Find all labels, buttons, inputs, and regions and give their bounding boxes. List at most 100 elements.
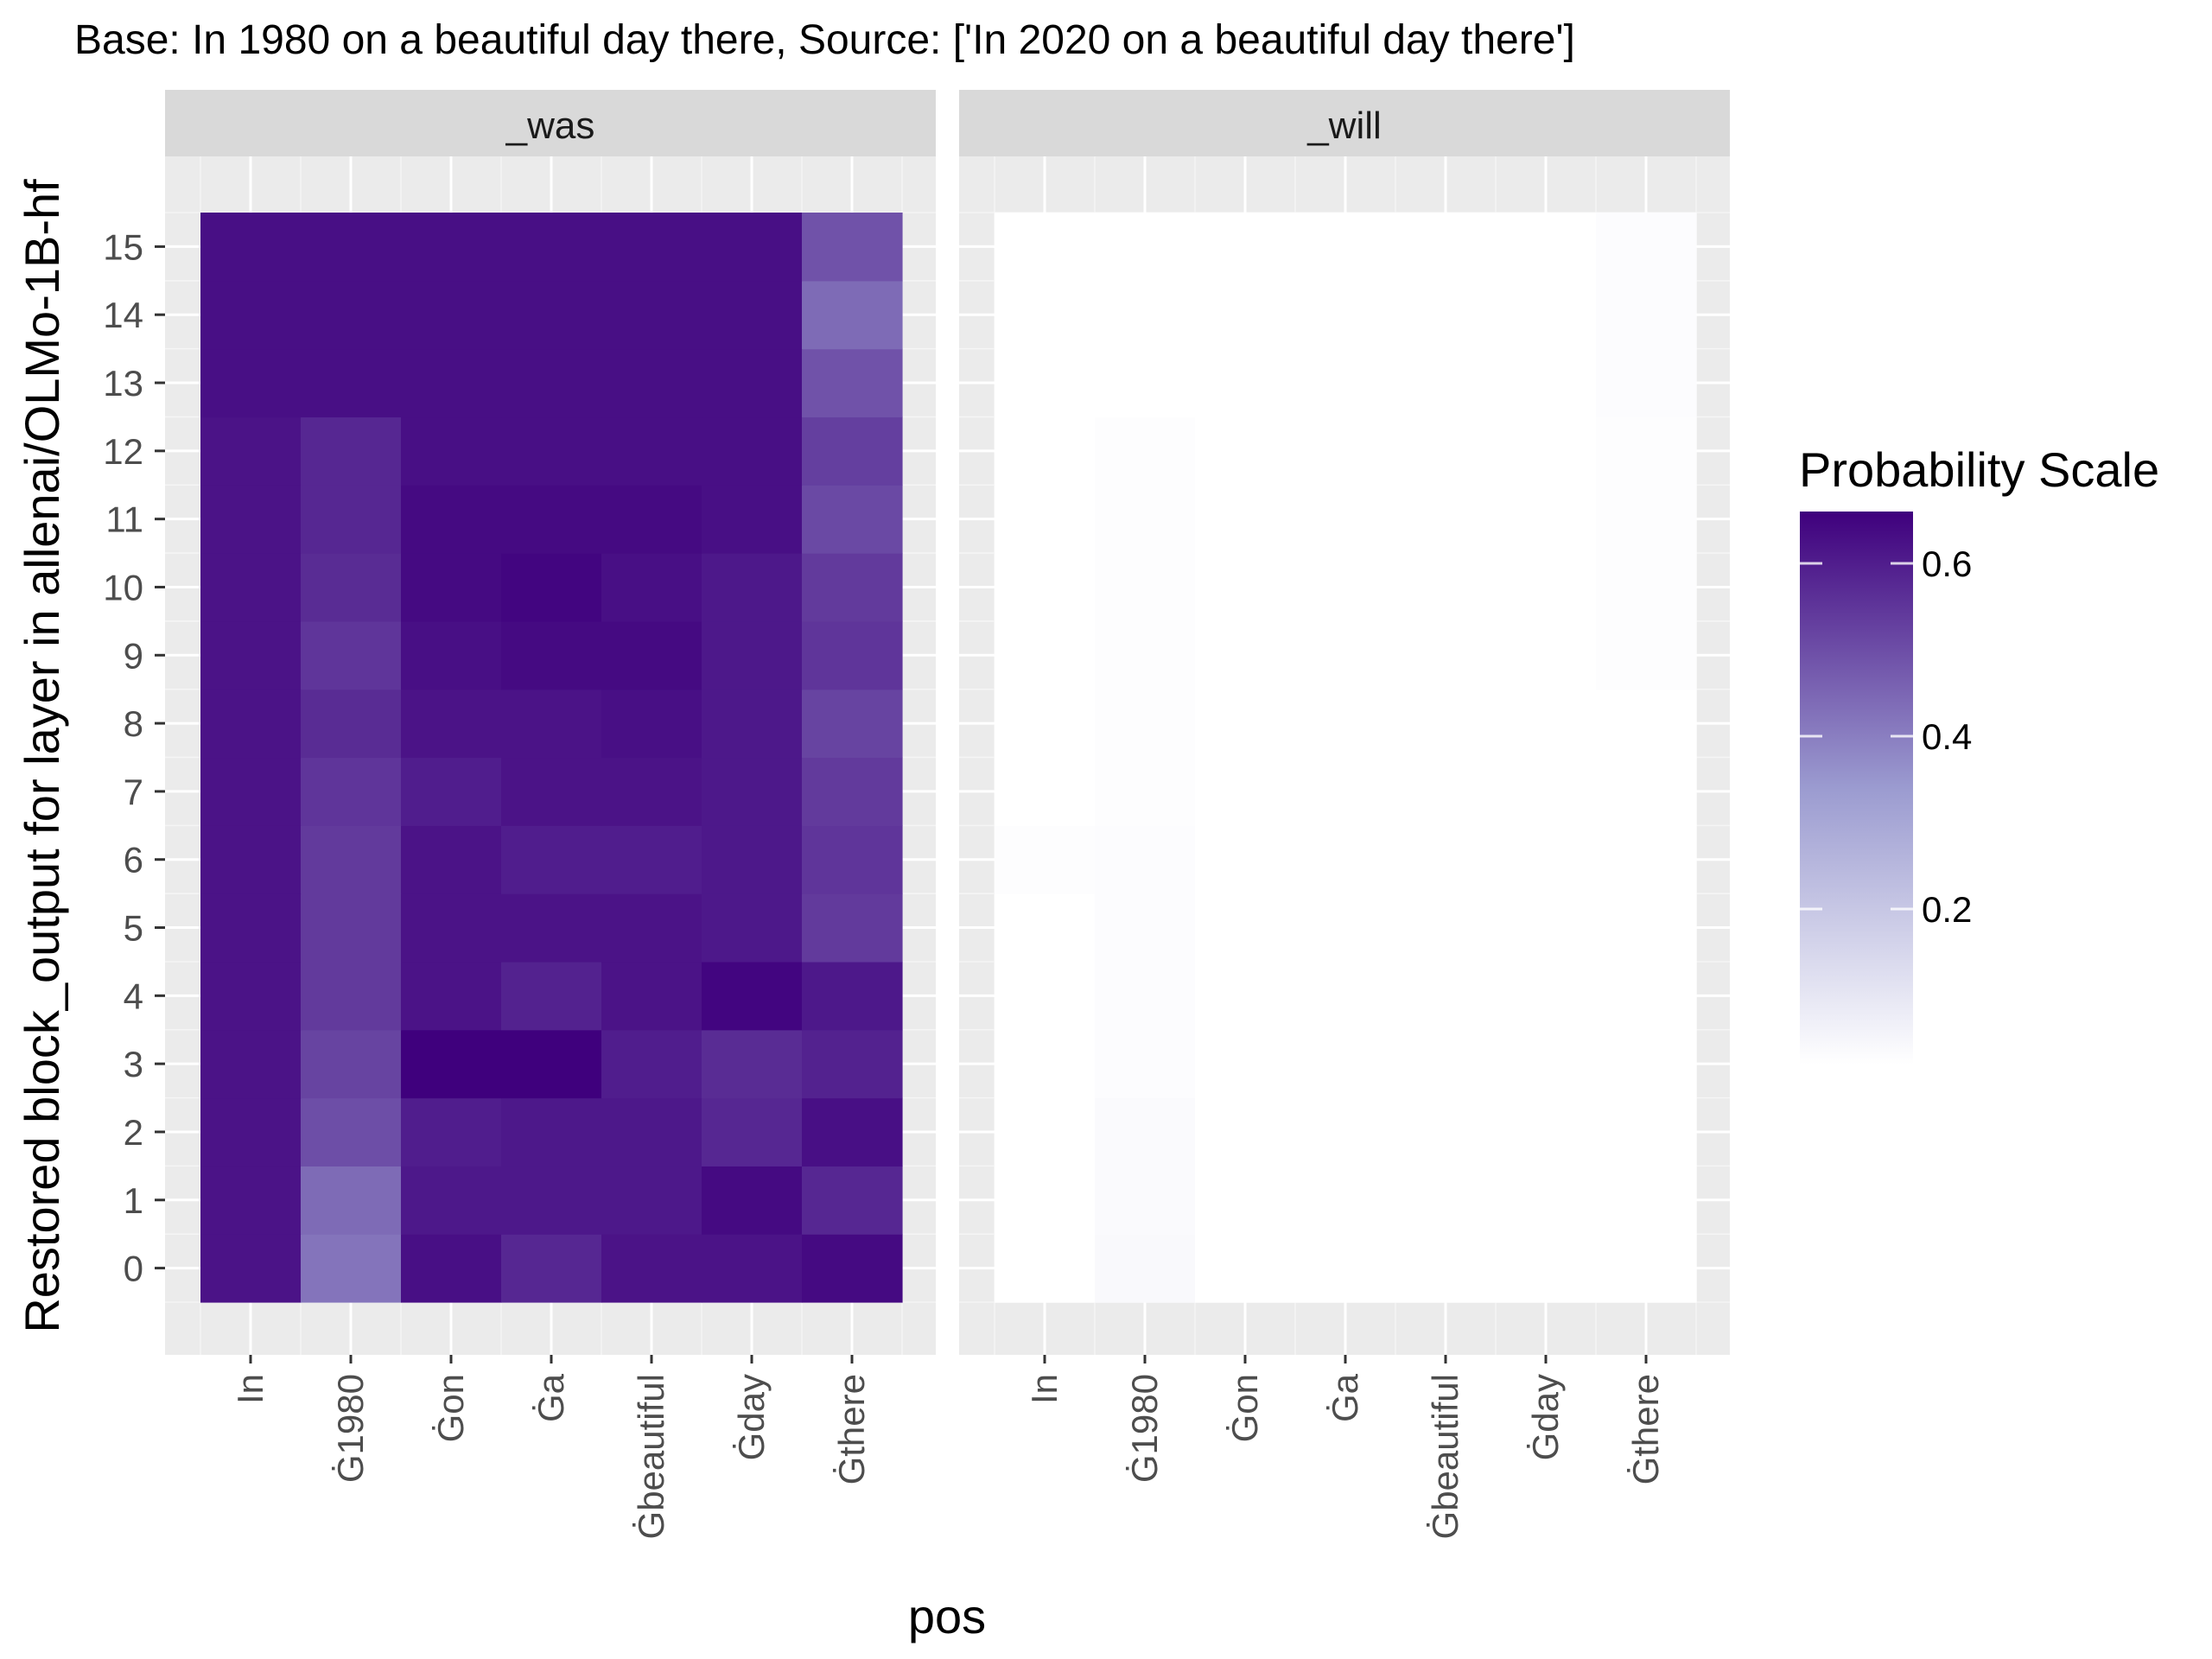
heatmap-cell <box>995 213 1096 282</box>
facet-panel-will: _will In Ġ1980 Ġon Ġa Ġbeautiful Ġday Ġthere <box>959 90 1730 1539</box>
heatmap-cell <box>401 1097 502 1166</box>
heatmap-cell <box>601 1097 702 1166</box>
heatmap-cell <box>1596 1029 1697 1099</box>
heatmap-cell <box>1395 416 1497 486</box>
x-tick-label: Ġon <box>430 1374 471 1442</box>
heatmap-cell <box>301 213 402 282</box>
heatmap-cell <box>702 416 803 486</box>
heatmap-cell <box>301 893 402 963</box>
heatmap-cell <box>995 553 1096 622</box>
heatmap-cell <box>1195 348 1296 418</box>
heatmap-cell <box>802 961 903 1031</box>
heatmap-cell <box>200 485 302 554</box>
facet-label-was: _was <box>505 105 595 147</box>
heatmap-cell <box>702 1097 803 1166</box>
heatmap-cell <box>601 689 702 759</box>
heatmap-cell <box>1195 620 1296 690</box>
heatmap-cell <box>702 620 803 690</box>
heatmap-cell <box>1496 1097 1597 1166</box>
heatmap-cell <box>501 416 602 486</box>
heatmap-cell <box>200 893 302 963</box>
heatmap-cell <box>301 689 402 759</box>
heatmap-cell <box>601 757 702 826</box>
heatmap-cell <box>995 757 1096 826</box>
heatmap-cell <box>702 553 803 622</box>
heatmap-cell <box>995 1097 1096 1166</box>
heatmap-cell <box>1496 1234 1597 1303</box>
heatmap-cell <box>1395 213 1497 282</box>
heatmap-cell <box>1496 620 1597 690</box>
heatmap-cell <box>1195 213 1296 282</box>
heatmap-cell <box>501 757 602 826</box>
heatmap-cell <box>1095 280 1196 350</box>
heatmap-cell <box>301 1234 402 1303</box>
heatmap-cell <box>200 1097 302 1166</box>
heatmap-cell <box>802 485 903 554</box>
heatmap-cell <box>702 348 803 418</box>
heatmap-cell <box>501 620 602 690</box>
heatmap-cell <box>601 485 702 554</box>
heatmap-cell <box>301 961 402 1031</box>
x-tick-label: Ġthere <box>831 1374 872 1484</box>
x-tick-label: Ġbeautiful <box>1425 1374 1465 1539</box>
heatmap-cell <box>301 348 402 418</box>
heatmap-cell <box>401 1029 502 1099</box>
heatmap-cell <box>501 689 602 759</box>
heatmap-cell <box>401 620 502 690</box>
heatmap-cell <box>802 553 903 622</box>
heatmap-cell <box>401 1166 502 1235</box>
heatmap-cell <box>1395 348 1497 418</box>
heatmap-cell <box>1195 1166 1296 1235</box>
heatmap-cell <box>200 620 302 690</box>
heatmap-cell <box>401 893 502 963</box>
heatmap-cell <box>200 348 302 418</box>
heatmap-cell <box>601 1234 702 1303</box>
heatmap-cell <box>1195 1029 1296 1099</box>
heatmap-cell <box>601 961 702 1031</box>
heatmap-cell <box>601 280 702 350</box>
heatmap-cell <box>802 213 903 282</box>
heatmap-cell <box>501 280 602 350</box>
heatmap-cell <box>200 280 302 350</box>
x-tick-label: In <box>1024 1374 1065 1404</box>
heatmap-cell <box>802 1234 903 1303</box>
heatmap-cell <box>1496 213 1597 282</box>
heatmap-cell <box>1295 1234 1396 1303</box>
heatmap-cell <box>1596 893 1697 963</box>
heatmap-cell <box>301 620 402 690</box>
heatmap-cell <box>1295 825 1396 894</box>
y-tick-label: 10 <box>103 567 143 607</box>
heatmap-cell <box>1596 553 1697 622</box>
heatmap-cell <box>301 280 402 350</box>
heatmap-cell <box>1596 280 1697 350</box>
heatmap-cell <box>702 961 803 1031</box>
heatmap-cell <box>995 689 1096 759</box>
heatmap-cell <box>1596 416 1697 486</box>
heatmap-cell <box>702 689 803 759</box>
y-tick-label: 3 <box>124 1044 143 1084</box>
heatmap-cell <box>802 416 903 486</box>
heatmap-cell <box>1496 553 1597 622</box>
facet-strip-will <box>959 90 1730 156</box>
y-tick-label: 9 <box>124 635 143 676</box>
heatmap-cell <box>401 825 502 894</box>
y-tick-label: 2 <box>124 1112 143 1153</box>
heatmap-cell <box>1295 1166 1396 1235</box>
heatmap-cell <box>200 1166 302 1235</box>
heatmap-cell <box>1295 961 1396 1031</box>
heatmap-cell <box>601 620 702 690</box>
heatmap-cell <box>1095 893 1196 963</box>
heatmap-cell <box>301 825 402 894</box>
heatmap-cell <box>1195 757 1296 826</box>
heatmap-cell <box>301 553 402 622</box>
heatmap-cell <box>1095 825 1196 894</box>
heatmap-cell <box>802 893 903 963</box>
x-tick-label: Ġday <box>731 1374 772 1460</box>
heatmap-cell <box>501 961 602 1031</box>
heatmap-cell <box>401 280 502 350</box>
heatmap-cell <box>702 213 803 282</box>
legend-tick-label: 0.4 <box>1922 716 1972 757</box>
heatmap-cell <box>401 416 502 486</box>
heatmap-cell <box>995 825 1096 894</box>
heatmap-cell <box>1395 620 1497 690</box>
